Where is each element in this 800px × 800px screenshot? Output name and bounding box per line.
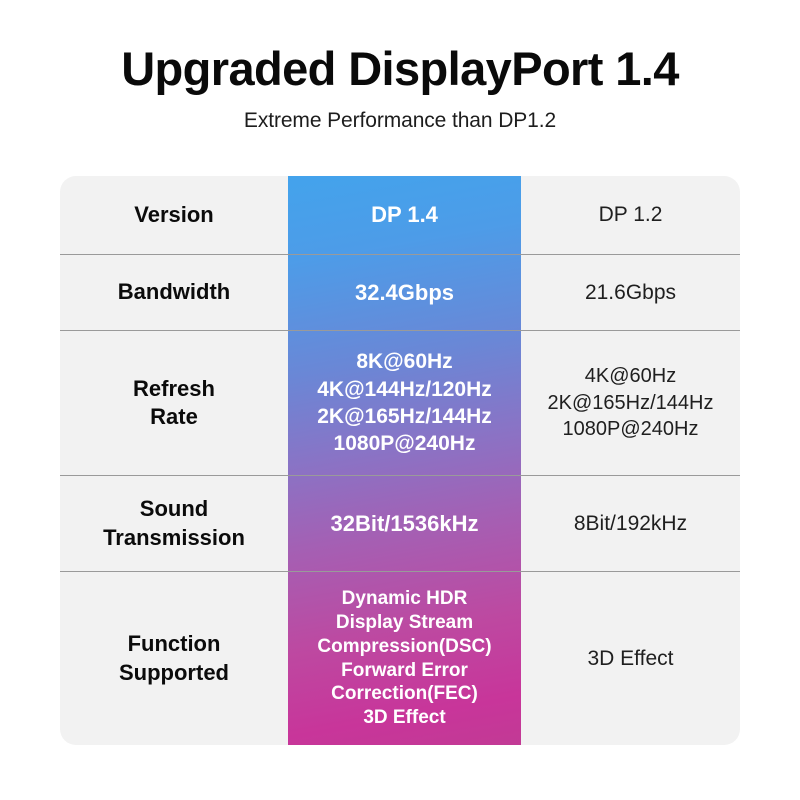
dp12-value-function-supported: 3D Effect [587,646,674,670]
comparison-table: Version DP 1.4 DP 1.2 Bandwidth 32.4Gbps… [60,176,740,745]
feature-label-function-supported: Function Supported [119,631,229,685]
dp12-value-version: DP 1.2 [598,203,663,227]
dp12-value-sound-transmission: 8Bit/192kHz [573,511,688,535]
dp14-value-version: DP 1.4 [371,202,438,228]
table-row: Version DP 1.4 DP 1.2 [60,176,740,254]
dp14-value-bandwidth: 32.4Gbps [354,279,455,305]
feature-label-version: Version [134,201,214,227]
page-title: Upgraded DisplayPort 1.4 [121,42,679,95]
table-row: Bandwidth 32.4Gbps 21.6Gbps [60,254,740,330]
table-row: Sound Transmission 32Bit/1536kHz 8Bit/19… [60,475,740,571]
highlight-column-gradient [288,176,521,745]
dp14-value-sound-transmission: 32Bit/1536kHz [330,510,479,536]
feature-label-sound-transmission: Sound Transmission [103,496,245,550]
table-row: Refresh Rate 8K@60Hz 4K@144Hz/120Hz 2K@1… [60,330,740,475]
feature-label-bandwidth: Bandwidth [117,279,231,305]
dp12-value-bandwidth: 21.6Gbps [584,280,677,304]
feature-label-refresh-rate: Refresh Rate [133,375,215,429]
dp14-value-refresh-rate: 8K@60Hz 4K@144Hz/120Hz 2K@165Hz/144Hz 10… [317,350,492,456]
heading-block: Upgraded DisplayPort 1.4 Extreme Perform… [0,42,800,133]
page-subtitle: Extreme Performance than DP1.2 [243,108,557,132]
comparison-table-card: Version DP 1.4 DP 1.2 Bandwidth 32.4Gbps… [60,176,740,745]
dp14-value-function-supported: Dynamic HDR Display Stream Compression(D… [317,587,492,729]
table-row: Function Supported Dynamic HDR Display S… [60,571,740,745]
dp12-value-refresh-rate: 4K@60Hz 2K@165Hz/144Hz 1080P@240Hz [547,364,714,441]
